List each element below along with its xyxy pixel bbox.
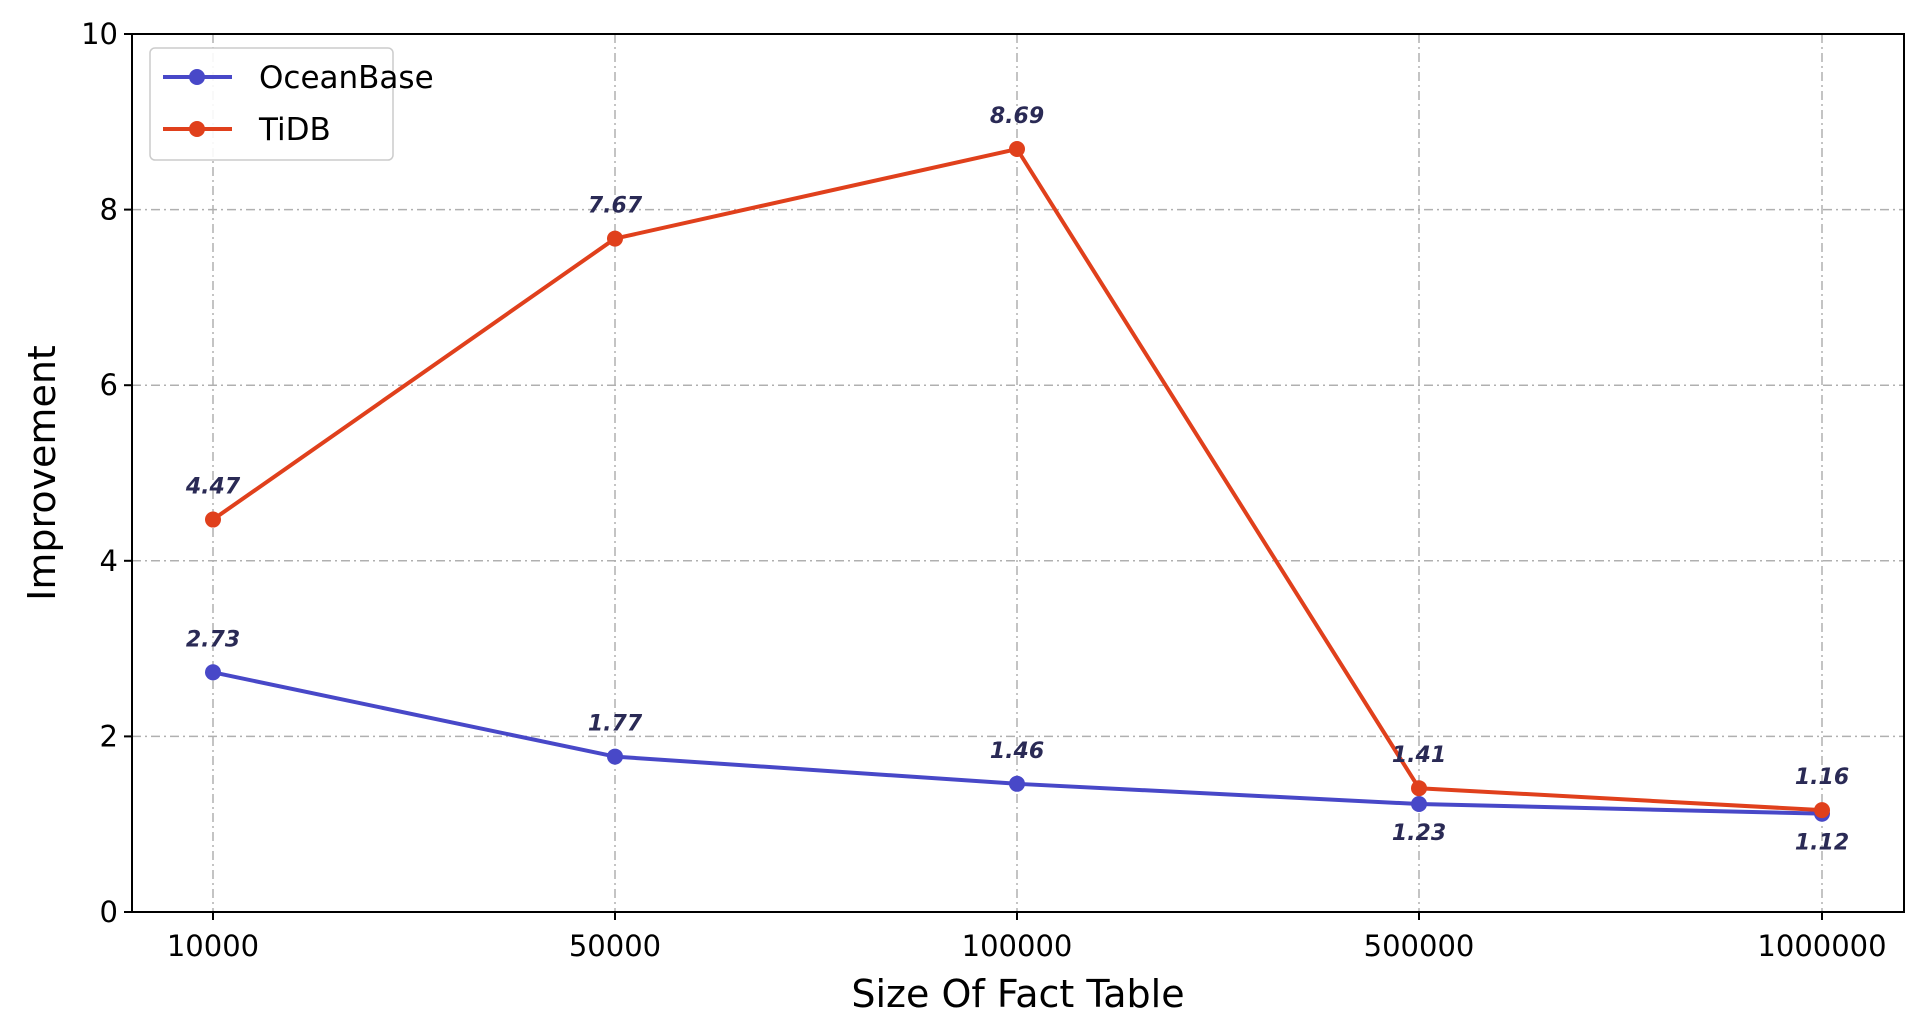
y-axis-title: Improvement xyxy=(20,345,64,601)
data-label-tidb: 4.47 xyxy=(185,475,241,500)
data-label-oceanbase: 1.77 xyxy=(588,712,643,737)
data-point-oceanbase xyxy=(1009,775,1025,792)
y-tick-label: 0 xyxy=(100,895,118,929)
legend-marker-oceanbase xyxy=(189,69,205,85)
data-point-oceanbase xyxy=(1411,796,1427,813)
data-point-tidb xyxy=(607,230,623,247)
data-label-tidb: 1.16 xyxy=(1795,765,1849,790)
grid-lines xyxy=(132,34,1904,912)
data-point-tidb xyxy=(1009,141,1025,158)
data-label-oceanbase: 2.73 xyxy=(186,627,240,652)
legend-marker-tidb xyxy=(189,121,205,137)
legend-label-tidb: TiDB xyxy=(258,112,331,148)
data-labels: 2.73 1.77 1.46 1.23 1.12 4.47 7.67 8.69 1.41 1.16 xyxy=(185,104,1849,856)
legend: OceanBase TiDB xyxy=(149,47,434,161)
y-tick-label: 10 xyxy=(81,17,118,51)
data-label-oceanbase: 1.46 xyxy=(990,739,1044,764)
x-tick-label: 100000 xyxy=(962,929,1073,963)
x-tick-label: 1000000 xyxy=(1757,929,1886,963)
x-tick-label: 10000 xyxy=(167,929,259,963)
y-tick-label: 2 xyxy=(100,719,118,753)
data-point-tidb xyxy=(1411,780,1427,797)
data-label-tidb: 1.41 xyxy=(1392,743,1446,768)
x-tick-label: 50000 xyxy=(569,929,661,963)
data-label-tidb: 8.69 xyxy=(990,104,1044,129)
data-label-oceanbase: 1.23 xyxy=(1392,821,1446,846)
data-label-tidb: 7.67 xyxy=(588,194,643,219)
data-point-oceanbase xyxy=(205,664,221,681)
y-tick-label: 4 xyxy=(100,544,118,578)
data-point-tidb xyxy=(1814,802,1830,819)
data-point-oceanbase xyxy=(607,748,623,765)
x-tick-label: 500000 xyxy=(1364,929,1475,963)
y-tick-label: 6 xyxy=(100,368,118,402)
y-tick-label: 8 xyxy=(100,193,118,227)
legend-label-oceanbase: OceanBase xyxy=(259,60,434,96)
series-layer xyxy=(205,141,1830,822)
x-axis-title: Size Of Fact Table xyxy=(851,972,1184,1016)
x-axis: 10000 50000 100000 500000 1000000 xyxy=(167,912,1887,963)
data-point-tidb xyxy=(205,511,221,528)
y-axis: 0 2 4 6 8 10 xyxy=(81,17,132,929)
data-label-oceanbase: 1.12 xyxy=(1795,831,1849,856)
